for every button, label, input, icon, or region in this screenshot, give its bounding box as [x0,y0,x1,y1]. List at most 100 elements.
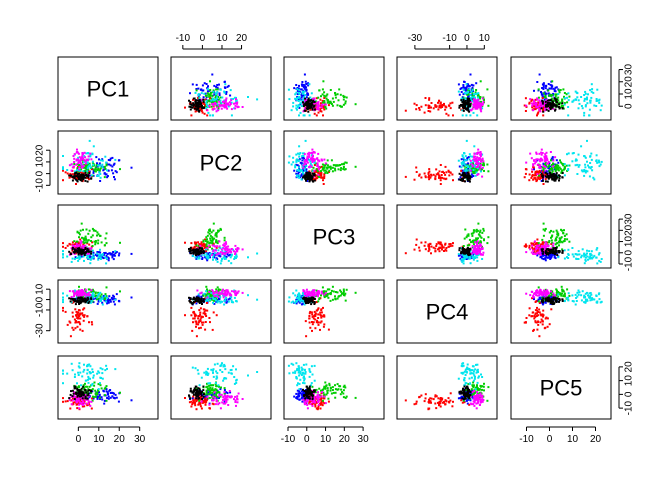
data-point [227,245,230,248]
data-point [241,248,244,251]
data-point [580,96,583,98]
data-point [476,167,479,170]
data-point [188,250,191,253]
data-point [314,177,317,180]
data-point [84,164,87,167]
data-point [524,97,527,100]
data-point [236,250,239,253]
data-point [219,96,222,99]
data-point [205,255,208,258]
data-point [466,234,469,237]
data-point [200,295,203,298]
data-point [434,247,437,250]
data-point [536,163,539,166]
data-point [547,177,550,180]
data-point [300,88,303,91]
data-point [334,92,336,94]
data-point [463,152,466,155]
data-point [98,251,100,254]
data-point [538,104,541,107]
data-point [82,294,85,296]
data-point [536,105,539,108]
data-point [229,256,232,259]
data-point [79,256,82,259]
data-point [219,296,222,299]
data-point [452,242,454,245]
data-point [558,250,560,252]
data-point [82,300,85,303]
data-point [212,292,215,295]
data-point [294,97,297,100]
data-point [80,297,83,300]
data-point [480,253,482,256]
data-point [439,177,442,180]
data-point [464,180,466,183]
data-point [540,92,543,95]
data-point [224,106,227,109]
data-point [554,243,557,246]
data-point [71,248,74,251]
data-point [223,236,226,239]
data-point [440,243,443,246]
data-point [105,254,108,257]
data-point [551,170,554,173]
data-point [558,244,560,247]
data-point [310,154,313,157]
data-point [221,249,224,252]
data-point [74,246,77,249]
data-point [195,103,198,106]
data-point [75,291,78,294]
data-point [542,171,545,174]
data-point [464,92,467,95]
data-point [212,297,215,300]
data-point [87,172,90,174]
data-point [555,247,558,249]
data-point [476,165,479,168]
data-point [480,164,483,167]
data-point [474,165,476,168]
data-point [301,84,304,87]
data-point [334,94,337,96]
data-point [102,257,105,260]
data-point [469,253,472,256]
data-point [471,86,474,89]
data-point [543,98,546,101]
data-point [189,108,192,111]
data-point [99,253,102,256]
data-point [101,253,104,256]
data-point [445,112,448,115]
data-point [305,96,308,99]
data-point [482,161,485,164]
data-point [104,155,107,158]
data-point [331,166,334,169]
data-point [479,108,482,111]
data-point [560,104,563,107]
data-point [481,253,484,256]
data-point [82,246,85,249]
data-point [217,107,220,110]
data-point [543,160,546,163]
data-point [555,101,558,103]
data-point [557,96,560,99]
data-point [540,172,543,175]
data-point [457,83,460,86]
data-point [554,86,557,89]
data-point [584,105,587,108]
data-point [292,101,295,104]
data-point [298,174,301,177]
data-point [577,107,580,110]
data-point [88,139,91,142]
data-point [466,97,469,100]
data-point [82,241,85,244]
data-point [105,232,108,235]
data-point [530,102,533,105]
data-point [547,105,549,108]
data-point [119,168,121,171]
data-point [202,100,205,103]
data-point [451,101,454,104]
data-point [439,164,442,166]
data-point [99,164,101,167]
data-point [90,289,93,292]
data-point [552,242,555,245]
data-point [342,94,345,97]
